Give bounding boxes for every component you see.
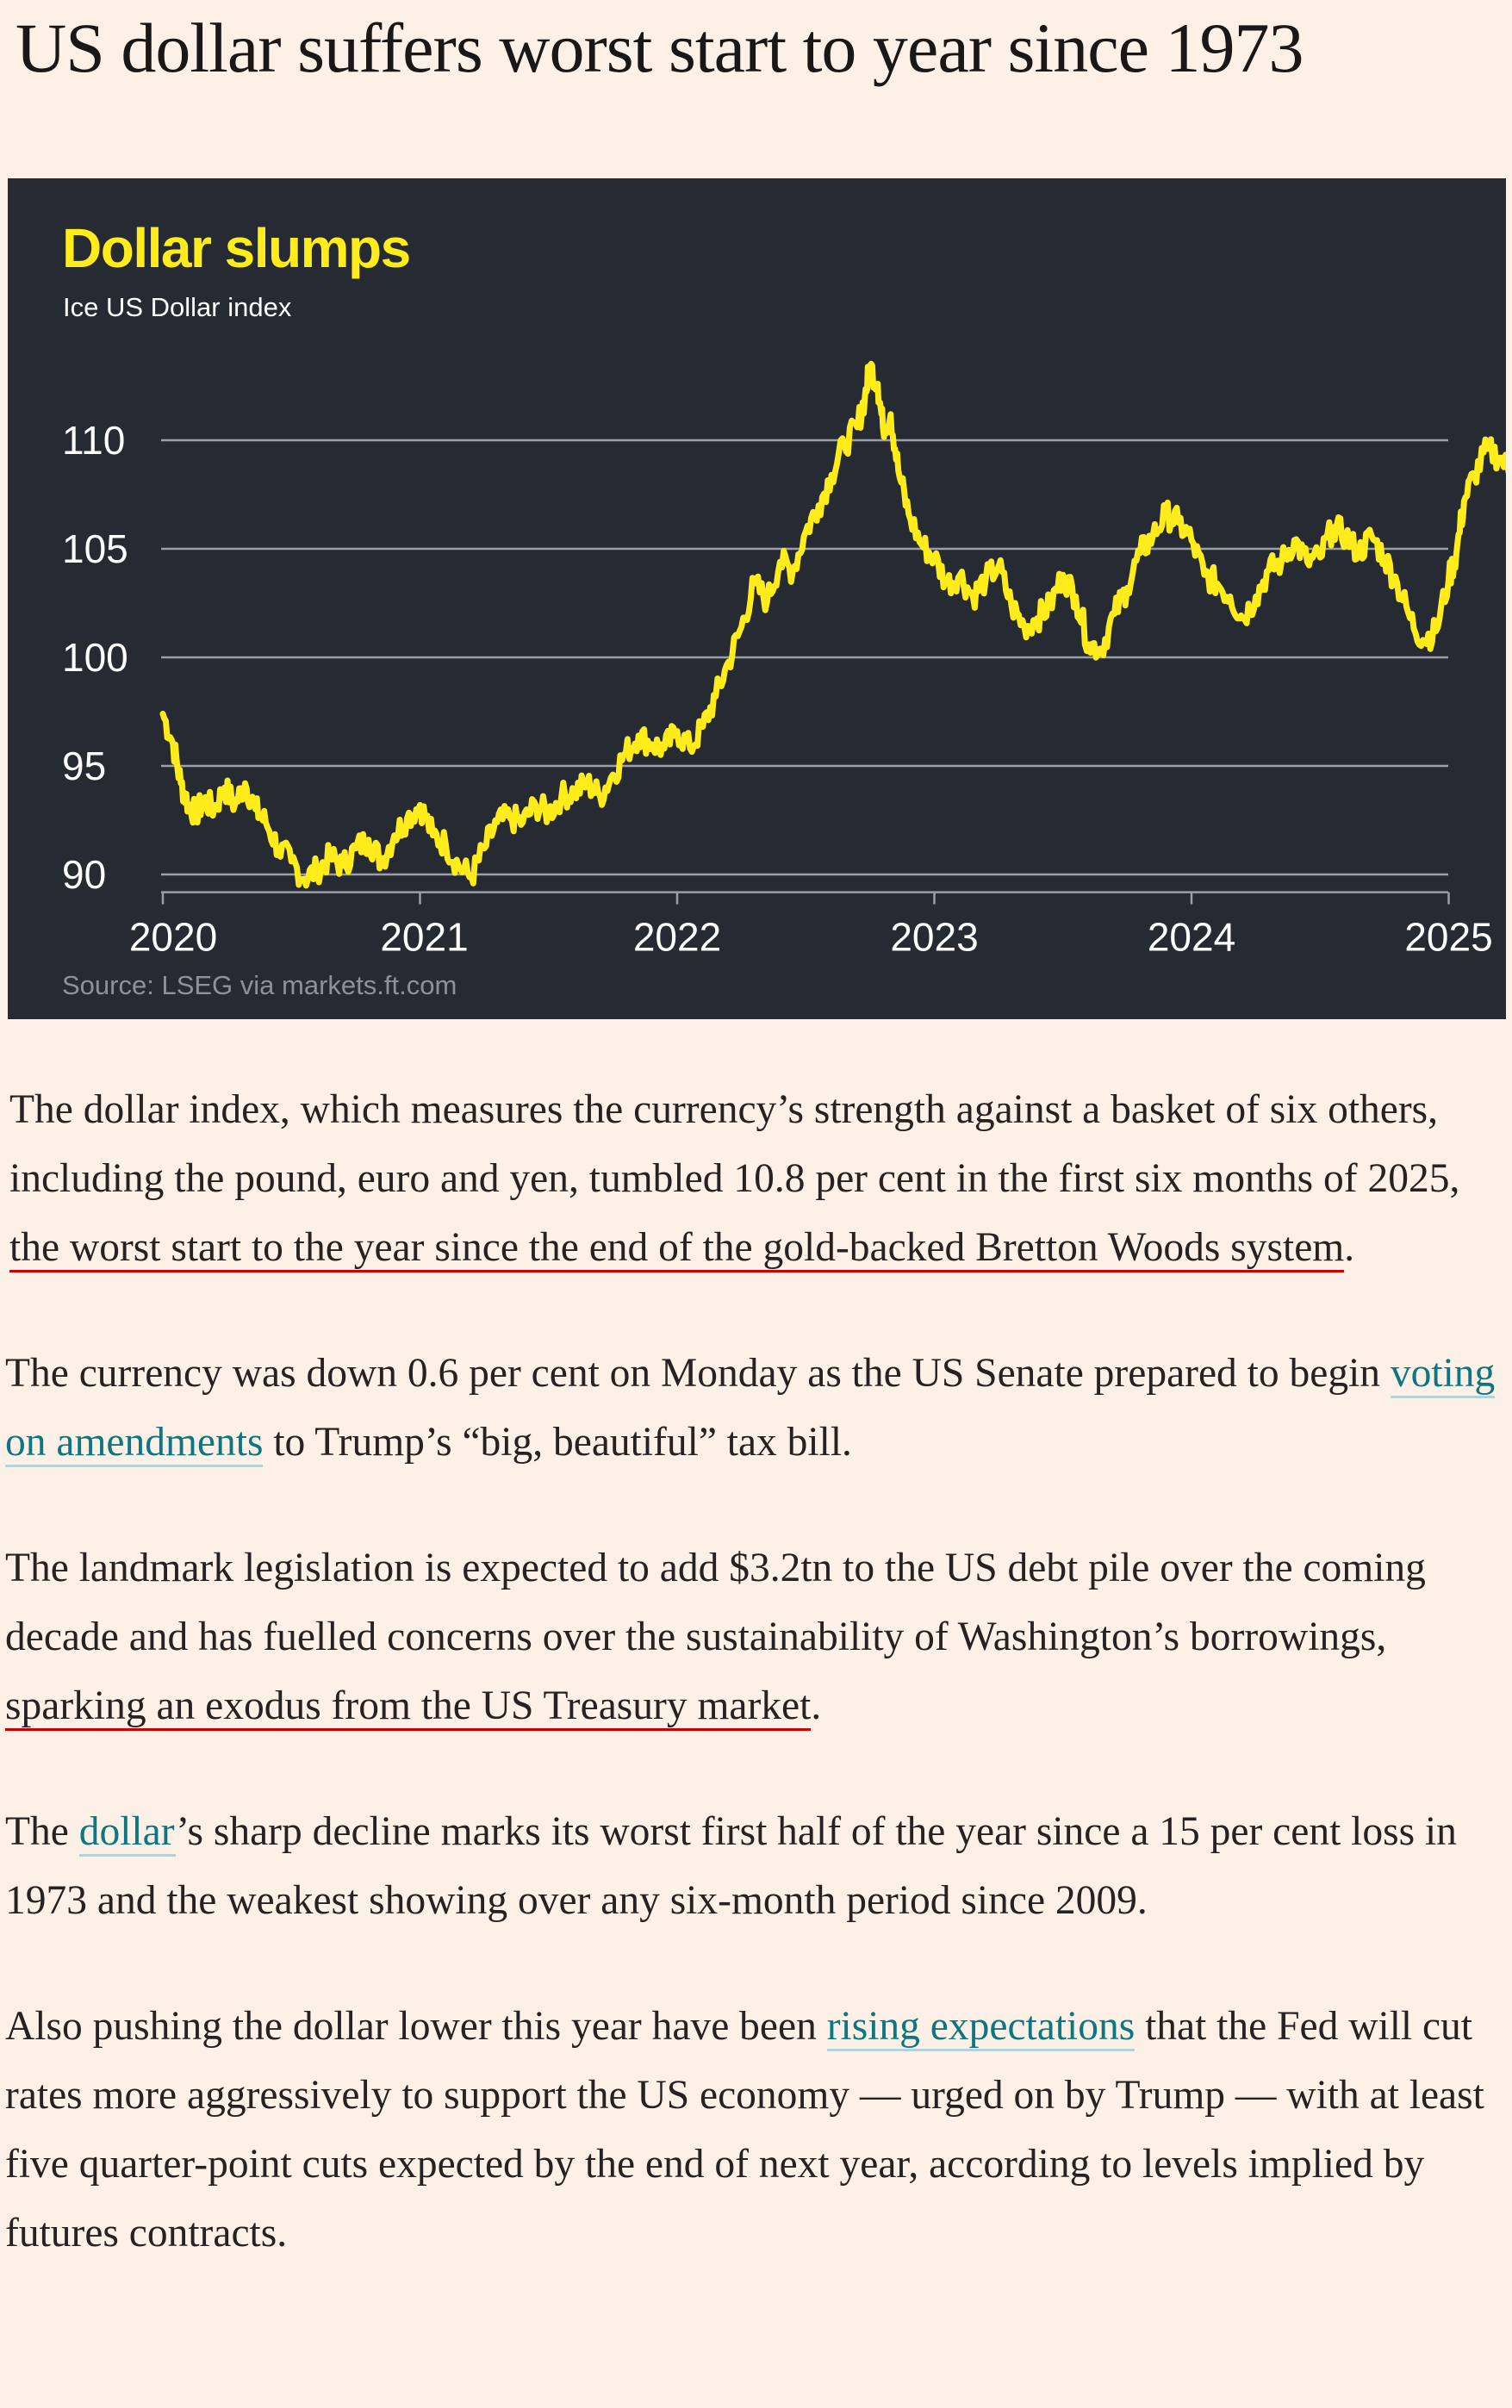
link-rising-expectations[interactable]: rising expectations (826, 2004, 1136, 2051)
paragraph-4: The dollar’s sharp decline marks its wor… (5, 1797, 1504, 1935)
series-line-dollar-index (159, 360, 1506, 889)
chart-container: Dollar slumps Ice US Dollar index 110 105… (8, 178, 1506, 1019)
paragraph-3: The landmark legislation is expected to … (5, 1534, 1504, 1740)
y-tick-label-105: 105 (62, 526, 128, 571)
paragraph-3-end: . (811, 1683, 822, 1728)
link-treasury-exodus[interactable]: sparking an exodus from the US Treasury … (5, 1683, 812, 1731)
y-tick-label-90: 90 (62, 852, 106, 897)
x-tick-label-2025: 2025 (1404, 915, 1492, 960)
chart-title: Dollar slumps (62, 217, 410, 279)
paragraph-3-text: The landmark legislation is expected to … (5, 1546, 1426, 1659)
y-tick-label-110: 110 (62, 418, 125, 463)
paragraph-5: Also pushing the dollar lower this year … (5, 1992, 1504, 2268)
link-voting-on-amendments[interactable]: voting on amendments (5, 1351, 1496, 1467)
x-tick-label-2024: 2024 (1148, 915, 1235, 960)
paragraph-5-end: that the Fed will cut rates more aggress… (5, 2004, 1484, 2256)
link-bretton-woods[interactable]: the worst start to the year since the en… (9, 1225, 1345, 1272)
paragraph-1-text: The dollar index, which measures the cur… (9, 1087, 1460, 1201)
x-tick-label-2020: 2020 (129, 915, 217, 960)
x-tick-label-2023: 2023 (890, 915, 978, 960)
y-tick-label-100: 100 (62, 635, 128, 680)
paragraph-1-end: . (1344, 1225, 1355, 1270)
article-body: The dollar index, which measures the cur… (5, 1075, 1504, 2324)
paragraph-2-end: to Trump’s “big, beautiful” tax bill. (263, 1420, 852, 1465)
paragraph-1: The dollar index, which measures the cur… (5, 1075, 1504, 1282)
link-dollar-topic[interactable]: dollar (78, 1809, 177, 1857)
chart-source: Source: LSEG via markets.ft.com (62, 970, 457, 1000)
dollar-index-chart: Dollar slumps Ice US Dollar index 110 105… (62, 217, 1506, 1000)
paragraph-2: The currency was down 0.6 per cent on Mo… (5, 1339, 1504, 1477)
y-tick-label-95: 95 (62, 744, 106, 788)
x-tick-label-2022: 2022 (633, 915, 721, 960)
article-headline: US dollar suffers worst start to year si… (16, 9, 1304, 87)
paragraph-5-text: Also pushing the dollar lower this year … (5, 2004, 827, 2049)
paragraph-4-start: The (5, 1809, 79, 1854)
x-tick-label-2021: 2021 (380, 915, 468, 960)
chart-subtitle: Ice US Dollar index (63, 292, 292, 322)
paragraph-2-text: The currency was down 0.6 per cent on Mo… (5, 1351, 1391, 1396)
paragraph-4-text: ’s sharp decline marks its worst first h… (5, 1809, 1457, 1923)
